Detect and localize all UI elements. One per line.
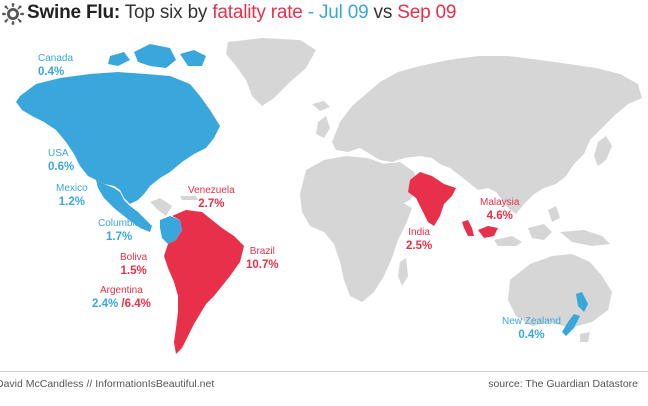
world-map bbox=[16, 38, 642, 354]
fatality-rate: 2.5% bbox=[406, 240, 433, 252]
label-argentina: Argentina 2.4% /6.4% bbox=[92, 284, 151, 312]
country-name: Boliva bbox=[120, 252, 148, 263]
label-india: India 2.5% bbox=[406, 226, 432, 254]
fatality-rate: 1.5% bbox=[120, 265, 147, 277]
fatality-rate: 4.6% bbox=[486, 210, 513, 222]
author-credit: David McCandless // InformationIsBeautif… bbox=[0, 378, 215, 390]
country-name: Venezuela bbox=[188, 185, 235, 196]
title-jul: Jul 09 bbox=[318, 2, 369, 23]
label-mexico: Mexico 1.2% bbox=[56, 182, 88, 210]
title-vs: vs bbox=[368, 2, 398, 23]
country-name: Canada bbox=[38, 53, 74, 64]
country-name: Malaysia bbox=[480, 197, 520, 208]
label-canada: Canada 0.4% bbox=[38, 52, 73, 80]
label-venezuela: Venezuela 2.7% bbox=[188, 184, 235, 212]
label-brazil: Brazil 10.7% bbox=[246, 245, 279, 273]
title-metric: fatality rate bbox=[212, 2, 303, 23]
malaysia-sep bbox=[462, 220, 498, 238]
page-title: Swine Flu: Top six by fatality rate - Ju… bbox=[27, 2, 456, 24]
fatality-rate: 2.4% /6.4% bbox=[92, 297, 151, 312]
country-name: Mexico bbox=[56, 183, 88, 194]
country-name: India bbox=[408, 227, 430, 238]
rate-sep: /6.4% bbox=[118, 298, 151, 310]
footer-divider bbox=[0, 371, 648, 372]
fatality-rate: 2.7% bbox=[198, 198, 225, 210]
country-name: New Zealand bbox=[502, 316, 561, 327]
india-sep bbox=[408, 172, 456, 226]
label-malaysia: Malaysia 4.6% bbox=[480, 196, 519, 224]
label-new-zealand: New Zealand 0.4% bbox=[502, 315, 561, 343]
country-name: Columbia bbox=[98, 218, 141, 229]
new-zealand-jul bbox=[562, 292, 588, 336]
land-grey bbox=[150, 38, 642, 342]
header: Swine Flu: Top six by fatality rate - Ju… bbox=[0, 0, 648, 28]
fatality-rate: 0.4% bbox=[38, 66, 65, 78]
south-america-sep bbox=[164, 210, 244, 354]
north-america-jul bbox=[16, 44, 220, 232]
title-topic: Swine Flu: bbox=[27, 2, 121, 23]
source-credit: source: The Guardian Datastore bbox=[488, 378, 638, 390]
rate-jul: 2.4% bbox=[92, 298, 119, 310]
title-dash: - bbox=[302, 2, 319, 23]
label-columbia: Columbia 1.7% bbox=[98, 217, 140, 245]
country-name: USA bbox=[48, 148, 69, 159]
label-bolivia: Boliva 1.5% bbox=[120, 251, 147, 279]
country-name: Argentina bbox=[100, 285, 143, 296]
country-name: Brazil bbox=[249, 246, 275, 257]
title-sep: Sep 09 bbox=[397, 2, 457, 23]
title-text: Top six by bbox=[120, 2, 213, 23]
fatality-rate: 0.4% bbox=[518, 329, 545, 341]
label-usa: USA 0.6% bbox=[48, 147, 74, 175]
fatality-rate: 10.7% bbox=[246, 259, 279, 271]
fatality-rate: 0.6% bbox=[48, 161, 75, 173]
colombia-jul bbox=[160, 216, 182, 244]
fatality-rate: 1.7% bbox=[106, 231, 133, 243]
virus-icon bbox=[2, 3, 24, 25]
fatality-rate: 1.2% bbox=[58, 196, 85, 208]
